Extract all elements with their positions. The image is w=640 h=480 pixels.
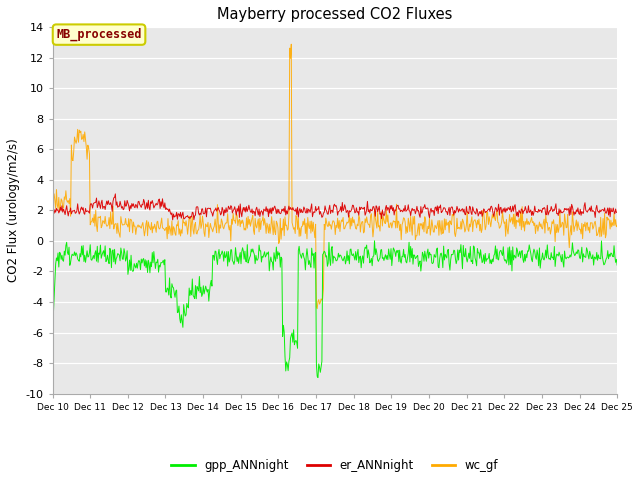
Y-axis label: CO2 Flux (urology/m2/s): CO2 Flux (urology/m2/s) [7,139,20,282]
Legend: gpp_ANNnight, er_ANNnight, wc_gf: gpp_ANNnight, er_ANNnight, wc_gf [166,455,503,477]
Text: MB_processed: MB_processed [56,28,142,41]
Title: Mayberry processed CO2 Fluxes: Mayberry processed CO2 Fluxes [217,7,452,22]
